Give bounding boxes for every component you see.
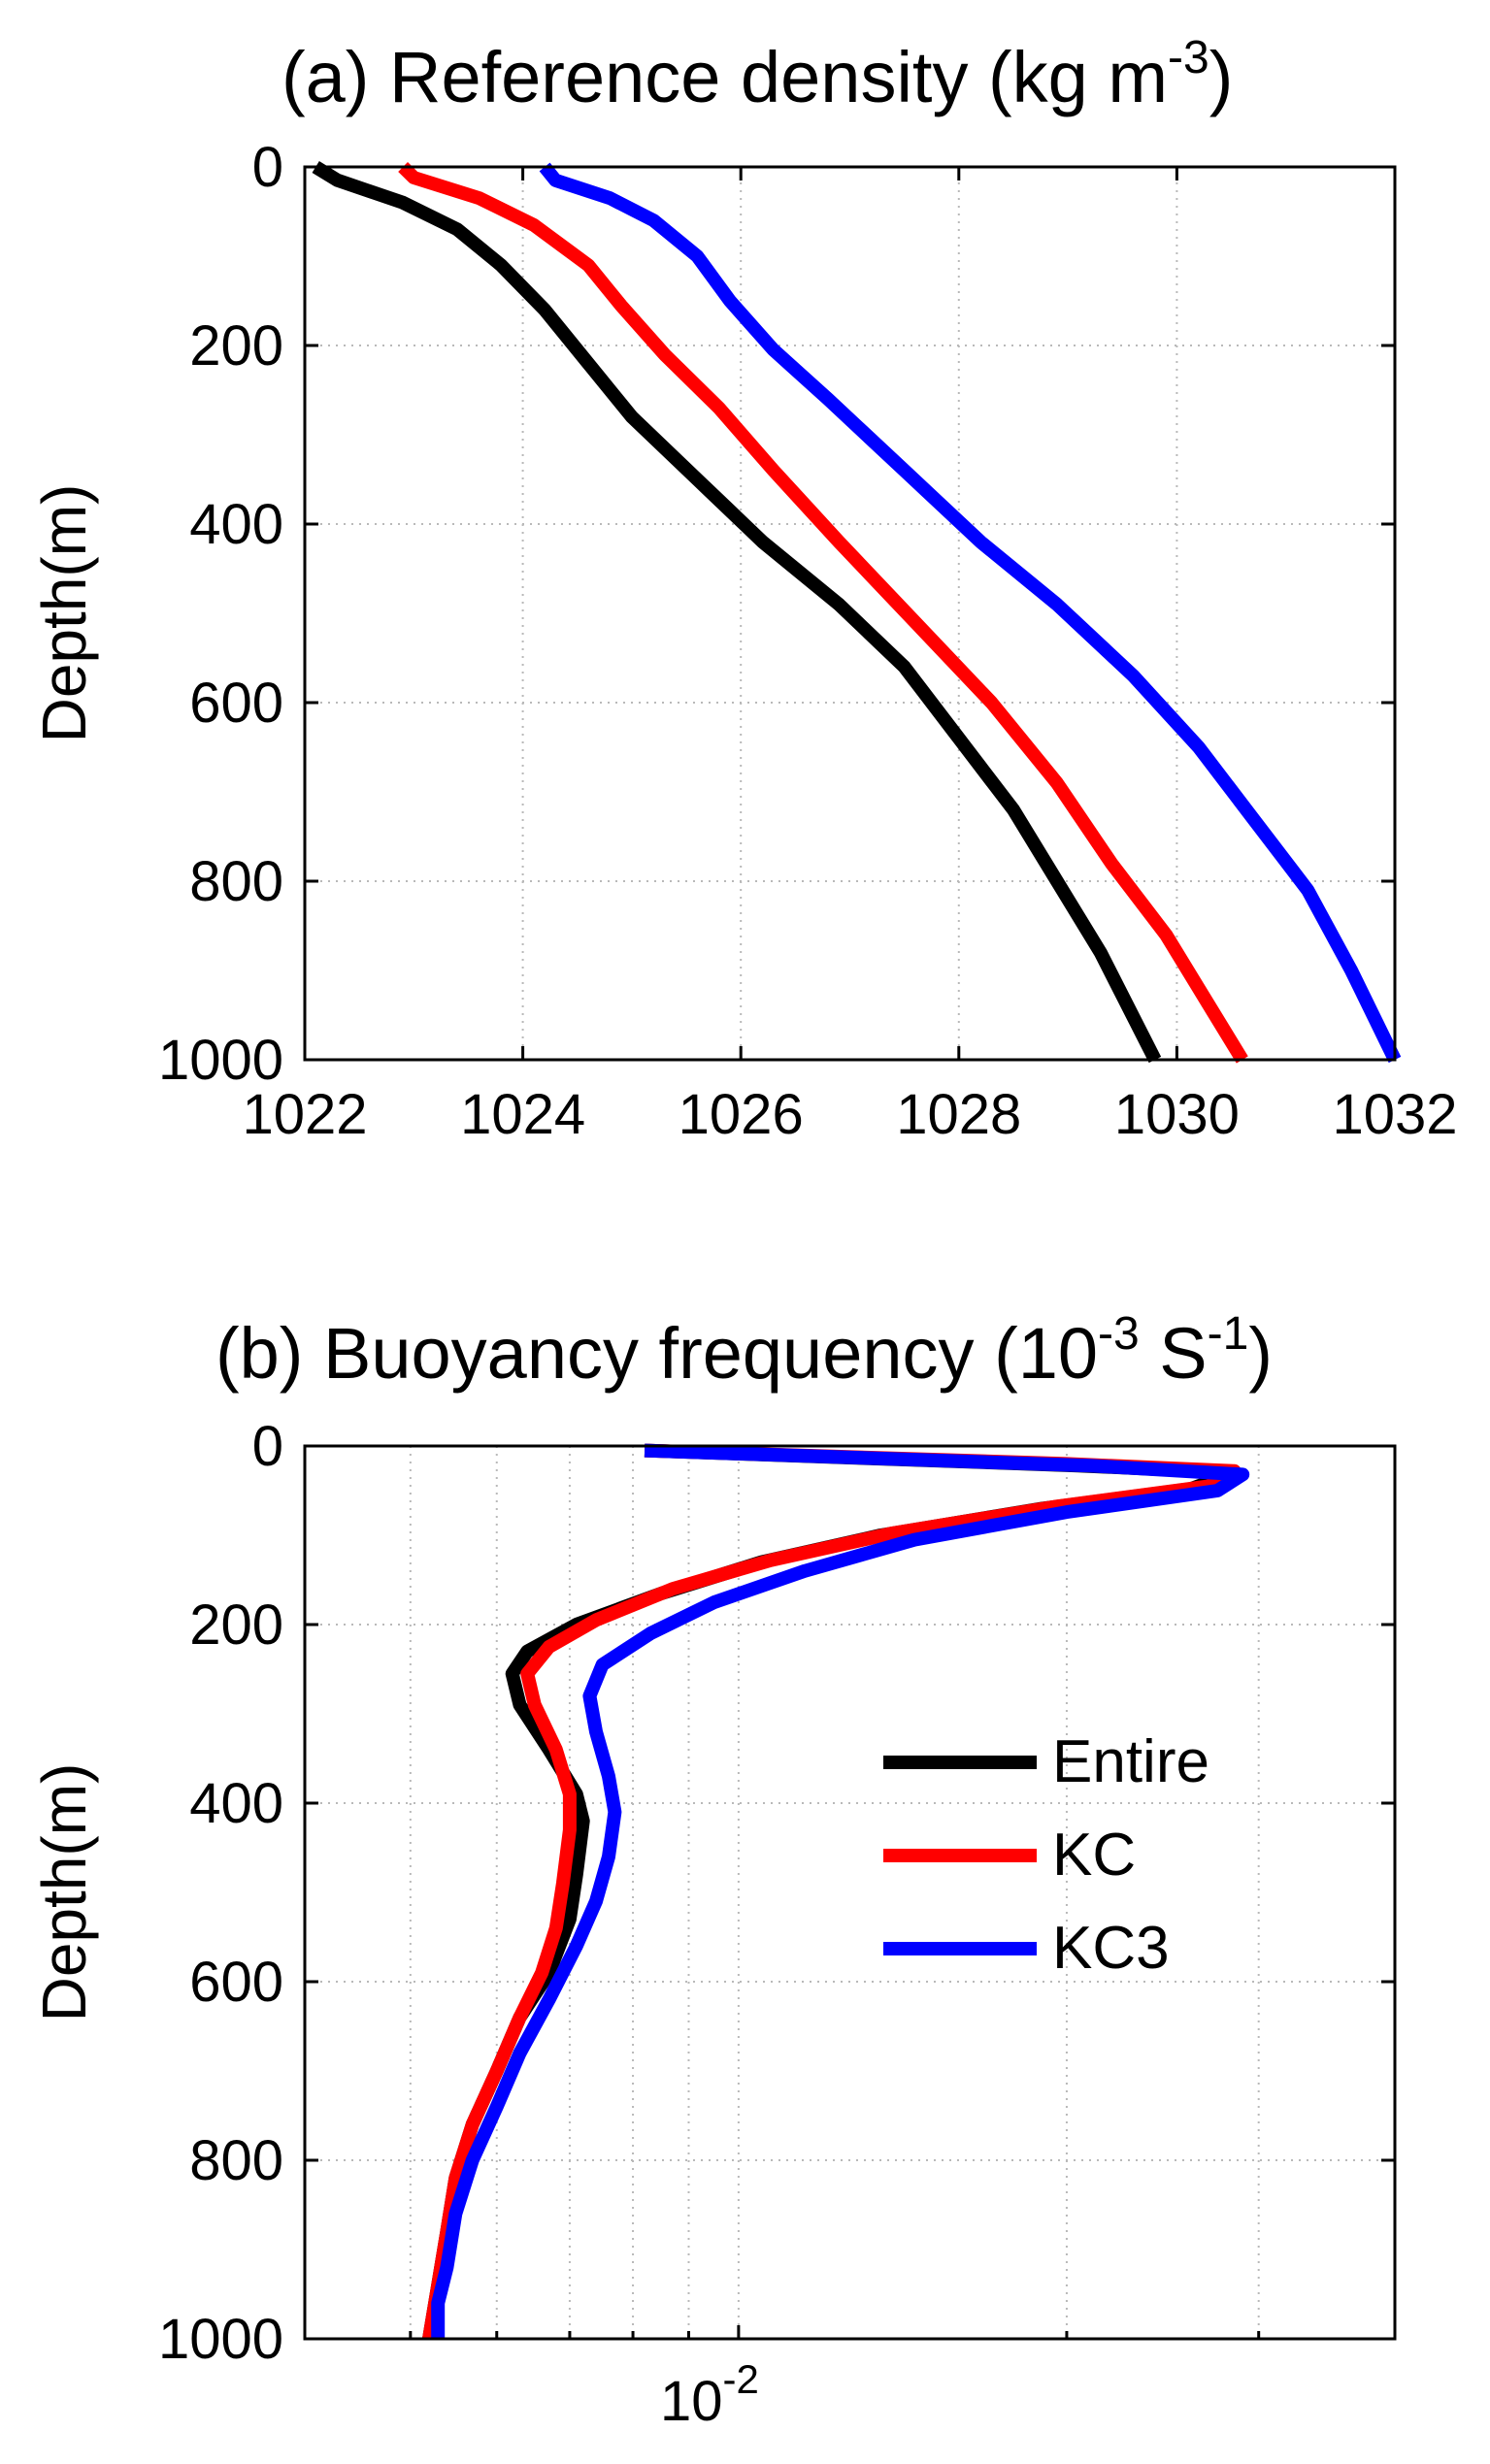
legend-label-kc: KC <box>1052 1822 1136 1889</box>
ticks-b <box>305 1444 1395 2341</box>
y-tick-label: 1000 <box>158 1029 283 1092</box>
chart-title-b: (b) Buoyancy frequency (10-3 S-1) <box>215 1308 1273 1394</box>
series-group-b <box>422 1443 1250 2341</box>
y-tick-label: 400 <box>189 1772 283 1835</box>
panel-buoyancy-frequency: (b) Buoyancy frequency (10-3 S-1) 10-2 0… <box>29 1308 1397 2433</box>
y-tick-label: 0 <box>252 136 283 199</box>
legend-label-entire: Entire <box>1052 1728 1209 1795</box>
x-tick-labels-a: 1022 1024 1026 1028 1030 1032 <box>242 1083 1457 1146</box>
y-tick-label: 800 <box>189 850 283 913</box>
series-group-a <box>312 161 1402 1064</box>
legend: Entire KC KC3 <box>883 1728 1209 1982</box>
legend-label-kc3: KC3 <box>1052 1915 1170 1982</box>
plot-frame-b <box>303 1444 1397 2341</box>
x-tick-label: 1032 <box>1332 1083 1457 1146</box>
y-axis-label-a: Depth(m) <box>29 484 99 743</box>
legend-entry-entire: Entire <box>883 1728 1209 1795</box>
panel-reference-density: (a) Reference density (kg m-3) 1022 1024 1… <box>29 32 1458 1146</box>
y-tick-label: 0 <box>252 1415 283 1478</box>
x-tick-label: 1030 <box>1114 1083 1240 1146</box>
y-tick-labels-b: 0 200 400 600 800 1000 <box>158 1415 283 2371</box>
legend-entry-kc3: KC3 <box>883 1915 1170 1982</box>
grid-b <box>305 1446 1395 2339</box>
plot-frame-a <box>303 165 1397 1062</box>
legend-entry-kc: KC <box>883 1822 1136 1889</box>
x-tick-label: 1022 <box>242 1083 367 1146</box>
series-line-kc3 <box>431 1443 1250 2339</box>
y-tick-label: 1000 <box>158 2308 283 2371</box>
series-line-entire <box>312 161 1162 1064</box>
x-tick-label: 1024 <box>460 1083 585 1146</box>
series-line-entire <box>422 1443 1242 2341</box>
series-line-kc <box>422 1443 1242 2341</box>
y-tick-label: 200 <box>189 1593 283 1657</box>
series-line-kc <box>398 162 1248 1064</box>
y-tick-label: 400 <box>189 493 283 556</box>
y-tick-labels-a: 0 200 400 600 800 1000 <box>158 136 283 1092</box>
x-tick-label: 1026 <box>679 1083 804 1146</box>
y-tick-label: 600 <box>189 1951 283 2014</box>
x-tick-label: 10-2 <box>660 2356 759 2433</box>
x-tick-label: 1028 <box>896 1083 1021 1146</box>
y-tick-label: 600 <box>189 672 283 735</box>
y-tick-label: 200 <box>189 314 283 378</box>
ticks-a <box>303 165 1397 1062</box>
series-line-kc3 <box>539 162 1402 1064</box>
y-tick-label: 800 <box>189 2129 283 2192</box>
y-axis-label-b: Depth(m) <box>29 1763 99 2022</box>
chart-title-a: (a) Reference density (kg m-3) <box>281 32 1233 117</box>
x-tick-labels-b: 10-2 <box>660 2356 759 2433</box>
